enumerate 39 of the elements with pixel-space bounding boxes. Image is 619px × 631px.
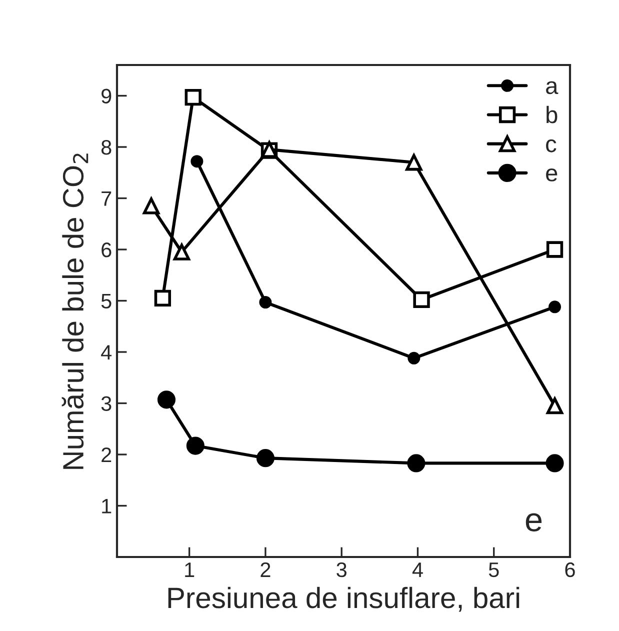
- point: [154, 290, 172, 307]
- point: [406, 154, 422, 171]
- y-tick-label: 5: [101, 294, 112, 309]
- point: [413, 291, 430, 308]
- y-tick-label: 2: [102, 448, 112, 462]
- x-tick-label: 2: [260, 562, 270, 577]
- legend-label: b: [546, 106, 558, 124]
- point: [407, 454, 426, 472]
- point: [408, 352, 420, 364]
- x-tick-label: 3: [336, 562, 346, 578]
- annotation: e: [526, 513, 542, 532]
- y-tick-label: 1: [102, 498, 112, 514]
- point: [184, 88, 202, 106]
- x-tick-label: 6: [565, 562, 575, 578]
- y-tick-label: 3: [101, 396, 112, 412]
- point: [190, 155, 204, 168]
- y-tick-label: 6: [102, 242, 112, 258]
- point: [546, 397, 564, 414]
- y-tick-label: 9: [102, 88, 112, 104]
- legend-label: c: [546, 139, 556, 152]
- x-tick-label: 4: [412, 562, 423, 577]
- point: [259, 296, 272, 309]
- y-tick-label: 7: [102, 191, 112, 206]
- y-tick-label: 8: [101, 140, 112, 155]
- point: [256, 449, 274, 468]
- point: [546, 454, 564, 472]
- point: [186, 436, 204, 455]
- x-tick-label: 1: [185, 562, 194, 577]
- point: [546, 241, 564, 258]
- point: [142, 198, 160, 214]
- legend-label: a: [546, 81, 558, 94]
- x-axis-title: Presiunea de insuflare, bari: [168, 586, 520, 612]
- y-tick-label: 4: [101, 345, 112, 360]
- y-axis-title: Numărul de bule de CO$_{2}$: [62, 154, 88, 469]
- point: [173, 244, 190, 260]
- point: [157, 390, 176, 409]
- legend-label: e: [546, 168, 558, 182]
- point: [548, 300, 562, 314]
- x-tick-label: 5: [488, 562, 499, 578]
